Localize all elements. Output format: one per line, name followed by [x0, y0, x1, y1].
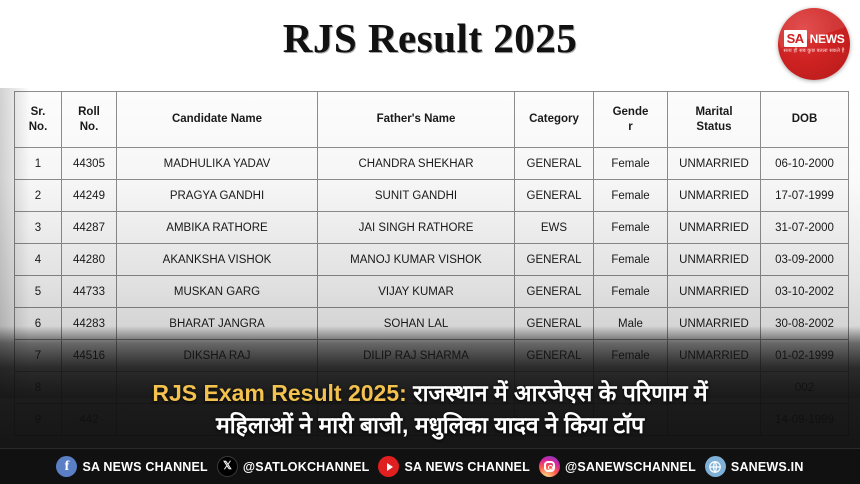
cell-sr-no: 2 [14, 179, 62, 212]
cell-category: EWS [514, 211, 594, 244]
social-footer-bar: f SA NEWS CHANNEL 𝕏 @SATLOKCHANNEL SA NE… [0, 448, 860, 484]
cell-fathers-name: SUNIT GANDHI [317, 179, 515, 212]
cell-dob: 03-09-2000 [760, 243, 849, 276]
cell-sr-no: 3 [14, 211, 62, 244]
footer-label-website: SANEWS.IN [730, 459, 804, 474]
cell-category: GENERAL [514, 243, 594, 276]
col-header-marital-status-line2: Status [696, 120, 732, 133]
caption-line-1: RJS Exam Result 2025: राजस्थान में आरजेए… [10, 377, 850, 410]
cell-sr-no: 4 [14, 243, 62, 276]
col-header-roll-no-line1: Roll [78, 106, 100, 119]
cell-sr-no: 1 [14, 147, 62, 180]
cell-gender: Female [593, 147, 668, 180]
col-header-candidate-name: Candidate Name [116, 91, 318, 148]
cell-fathers-name: MANOJ KUMAR VISHOK [317, 243, 515, 276]
cell-candidate-name: AKANKSHA VISHOK [116, 243, 318, 276]
caption-highlight: RJS Exam Result 2025: [152, 379, 407, 406]
cell-sr-no: 5 [14, 275, 62, 308]
page-title: RJS Result 2025 [282, 15, 578, 61]
cell-marital-status: UNMARRIED [667, 179, 761, 212]
caption-overlay: RJS Exam Result 2025: राजस्थान में आरजेए… [0, 326, 860, 448]
footer-label-instagram: @SANEWSCHANNEL [564, 459, 696, 474]
logo-news-text: NEWS [809, 31, 845, 46]
cell-dob: 03-10-2002 [760, 275, 849, 308]
col-header-roll-no-line2: No. [79, 120, 99, 133]
col-header-gender-line1: Gende [612, 106, 649, 119]
facebook-icon[interactable]: f [56, 456, 78, 477]
col-header-fathers-name-line1: Father's Name [376, 113, 456, 126]
col-header-roll-no: Roll No. [61, 91, 117, 148]
footer-label-twitter: @SATLOKCHANNEL [242, 459, 370, 474]
cell-roll-no: 44249 [61, 179, 117, 212]
footer-item-instagram[interactable]: @SANEWSCHANNEL [538, 456, 696, 477]
cell-marital-status: UNMARRIED [667, 147, 761, 180]
col-header-sr-no-line2: No. [28, 120, 48, 133]
col-header-sr-no-line1: Sr. [30, 106, 46, 119]
cell-candidate-name: AMBIKA RATHORE [116, 211, 318, 244]
table-row: 3 44287 AMBIKA RATHORE JAI SINGH RATHORE… [14, 211, 849, 244]
col-header-sr-no: Sr. No. [14, 91, 62, 148]
col-header-marital-status-line1: Marital [695, 106, 733, 119]
cell-dob: 31-07-2000 [760, 211, 849, 244]
footer-label-facebook: SA NEWS CHANNEL [82, 459, 208, 474]
cell-marital-status: UNMARRIED [667, 275, 761, 308]
cell-category: GENERAL [514, 275, 594, 308]
col-header-fathers-name: Father's Name [317, 91, 515, 148]
cell-fathers-name: CHANDRA SHEKHAR [317, 147, 515, 180]
col-header-gender: Gende r [593, 91, 668, 148]
table-row: 5 44733 MUSKAN GARG VIJAY KUMAR GENERAL … [14, 275, 849, 308]
cell-roll-no: 44305 [61, 147, 117, 180]
sa-news-logo: SA NEWS सत्य ही सब कुछ बतला सकते हैं [778, 8, 850, 80]
footer-item-twitter[interactable]: 𝕏 @SATLOKCHANNEL [216, 456, 370, 477]
table-header: Sr. No. Roll No. Candidate Name Father's… [14, 91, 849, 148]
col-header-category: Category [514, 91, 594, 148]
table-row: 1 44305 MADHULIKA YADAV CHANDRA SHEKHAR … [14, 147, 849, 180]
logo-circle-shape: SA NEWS सत्य ही सब कुछ बतला सकते हैं [778, 8, 850, 80]
cell-marital-status: UNMARRIED [667, 211, 761, 244]
cell-fathers-name: JAI SINGH RATHORE [317, 211, 515, 244]
col-header-gender-line2: r [628, 120, 633, 133]
cell-dob: 06-10-2000 [760, 147, 849, 180]
cell-roll-no: 44287 [61, 211, 117, 244]
instagram-icon[interactable] [538, 456, 560, 477]
footer-item-website[interactable]: SANEWS.IN [704, 456, 804, 477]
table-row: 4 44280 AKANKSHA VISHOK MANOJ KUMAR VISH… [14, 243, 849, 276]
cell-candidate-name: MUSKAN GARG [116, 275, 318, 308]
x-twitter-icon[interactable]: 𝕏 [216, 456, 238, 477]
logo-tagline: सत्य ही सब कुछ बतला सकते हैं [783, 48, 845, 54]
cell-gender: Female [593, 275, 668, 308]
cell-roll-no: 44280 [61, 243, 117, 276]
col-header-candidate-name-line1: Candidate Name [171, 113, 263, 126]
footer-item-youtube[interactable]: SA NEWS CHANNEL [378, 456, 530, 477]
cell-gender: Female [593, 179, 668, 212]
col-header-marital-status: Marital Status [667, 91, 761, 148]
caption-line-1-rest: राजस्थान में आरजेएस के परिणाम में [406, 379, 708, 406]
caption-line-2: महिलाओं ने मारी बाजी, मधुलिका यादव ने कि… [215, 412, 645, 439]
col-header-category-line1: Category [529, 113, 579, 126]
logo-wordmark: SA NEWS [778, 30, 850, 47]
cell-roll-no: 44733 [61, 275, 117, 308]
cell-gender: Female [593, 243, 668, 276]
cell-fathers-name: VIJAY KUMAR [317, 275, 515, 308]
cell-category: GENERAL [514, 179, 594, 212]
cell-marital-status: UNMARRIED [667, 243, 761, 276]
col-header-dob: DOB [760, 91, 849, 148]
footer-label-youtube: SA NEWS CHANNEL [404, 459, 530, 474]
globe-icon[interactable] [704, 456, 726, 477]
logo-sa-badge: SA [783, 30, 807, 47]
table-header-row: Sr. No. Roll No. Candidate Name Father's… [14, 91, 849, 148]
footer-item-facebook[interactable]: f SA NEWS CHANNEL [56, 456, 208, 477]
youtube-icon[interactable] [378, 456, 400, 477]
table-row: 2 44249 PRAGYA GANDHI SUNIT GANDHI GENER… [14, 179, 849, 212]
col-header-dob-line1: DOB [791, 113, 818, 126]
cell-category: GENERAL [514, 147, 594, 180]
cell-candidate-name: PRAGYA GANDHI [116, 179, 318, 212]
cell-candidate-name: MADHULIKA YADAV [116, 147, 318, 180]
cell-gender: Female [593, 211, 668, 244]
cell-dob: 17-07-1999 [760, 179, 849, 212]
